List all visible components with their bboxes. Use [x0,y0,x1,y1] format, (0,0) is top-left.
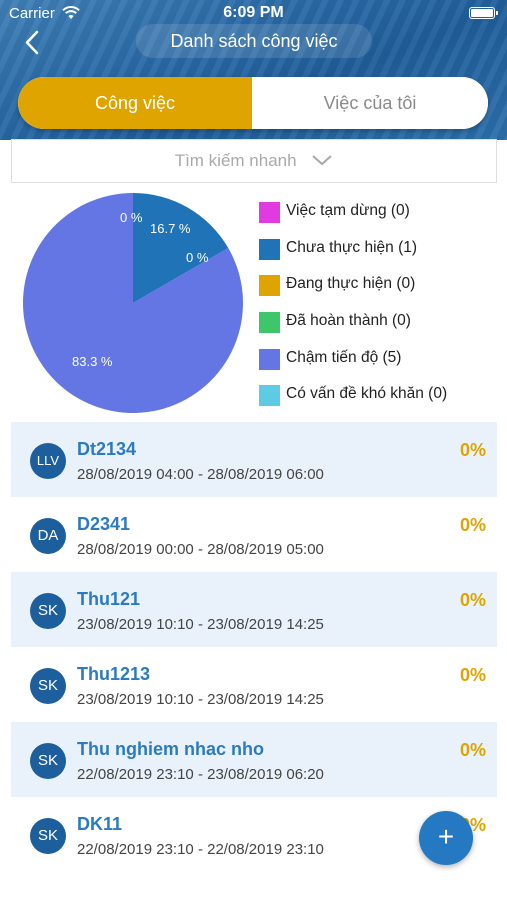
task-title: Thu1213 [77,664,151,684]
back-button[interactable] [18,28,48,58]
battery-icon [469,7,498,19]
task-dates: 28/08/2019 00:00 - 28/08/2019 05:00 [77,541,324,558]
pie-percent-label: 16.7 % [150,221,191,236]
task-dates: 23/08/2019 10:10 - 23/08/2019 14:25 [77,616,324,633]
task-dates: 22/08/2019 23:10 - 23/08/2019 06:20 [77,766,324,783]
avatar: SK [30,668,66,704]
task-progress: 0% [459,740,486,760]
chevron-down-icon [312,154,332,165]
status-time: 6:09 PM [223,4,284,21]
task-title: DK11 [77,814,123,834]
tab-cong-viec[interactable]: Công việc [18,77,252,129]
task-dates: 28/08/2019 04:00 - 28/08/2019 06:00 [77,466,324,483]
legend-label: Chưa thực hiện (1) [286,238,418,256]
avatar: SK [30,593,66,629]
task-progress: 0% [459,665,486,685]
pie-percent-label: 83.3 % [72,354,113,369]
status-bar: Carrier 6:09 PM [0,0,507,28]
legend-swatch [259,238,280,260]
task-row[interactable]: SK Thu1213 23/08/2019 10:10 - 23/08/2019 1… [11,647,497,722]
legend-item: Đã hoàn thành (0) [259,308,499,345]
quick-search-dropdown[interactable]: Tìm kiếm nhanh [11,139,497,183]
task-progress: 0% [459,590,486,610]
avatar: SK [30,818,66,854]
task-row[interactable]: SK Thu nghiem nhac nho 22/08/2019 23:10 - … [11,722,497,797]
task-title: D2341 [77,514,131,534]
task-row[interactable]: LLV Dt2134 28/08/2019 04:00 - 28/08/2019 0… [11,422,497,497]
wifi-icon [62,6,80,19]
legend-item: Đang thực hiện (0) [259,271,499,308]
tab-viec-cua-toi[interactable]: Việc của tôi [252,77,488,129]
tab-bar: Công việc Việc của tôi [18,77,488,129]
avatar: LLV [30,443,66,479]
legend-swatch [259,202,280,223]
legend-item: Chưa thực hiện (1) [259,235,499,272]
legend-label: Có vấn đề khó khăn (0) [286,385,448,403]
task-title: Thu121 [77,589,141,609]
avatar: SK [30,743,66,779]
task-title: Dt2134 [77,439,137,459]
legend-item: Chậm tiến độ (5) [259,345,499,382]
add-task-button[interactable]: + [419,811,473,865]
task-row[interactable]: SK DK11 22/08/2019 23:10 - 22/08/2019 23:1… [11,797,497,872]
task-row[interactable]: SK Thu121 23/08/2019 10:10 - 23/08/2019 14… [11,572,497,647]
header: Carrier 6:09 PM Danh sách công việc [0,0,507,140]
carrier-label: Carrier [9,5,55,22]
page-title: Danh sách công việc [136,24,372,58]
pie-slice [23,193,243,413]
task-list: LLV Dt2134 28/08/2019 04:00 - 28/08/2019 0… [11,422,497,872]
task-dates: 22/08/2019 23:10 - 22/08/2019 23:10 [77,841,324,858]
chart-legend: Việc tạm dừng (0) Chưa thực hiện (1) Đang … [259,198,499,418]
legend-item: Việc tạm dừng (0) [259,198,499,235]
avatar: DA [30,518,66,554]
task-dates: 23/08/2019 10:10 - 23/08/2019 14:25 [77,691,324,708]
legend-swatch [259,312,280,334]
legend-swatch [259,348,280,370]
legend-swatch [259,385,280,407]
pie-percent-label: 0 % [120,210,143,225]
legend-item: Có vấn đề khó khăn (0) [259,381,499,418]
legend-swatch [259,275,280,297]
task-progress: 0% [459,515,486,535]
status-pie-chart: 0 % 16.7 % 0 % 83.3 % [22,192,244,414]
legend-label: Việc tạm dừng (0) [286,202,410,219]
legend-label: Đã hoàn thành (0) [286,312,411,330]
legend-label: Chậm tiến độ (5) [286,348,402,366]
task-row[interactable]: DA D2341 28/08/2019 00:00 - 28/08/2019 05:… [11,497,497,572]
task-title: Thu nghiem nhac nho [77,739,264,759]
pie-slice [133,193,229,303]
task-progress: 0% [459,440,486,460]
pie-percent-label: 0 % [186,250,209,265]
legend-label: Đang thực hiện (0) [286,275,416,293]
quick-search-label: Tìm kiếm nhanh [174,151,297,170]
